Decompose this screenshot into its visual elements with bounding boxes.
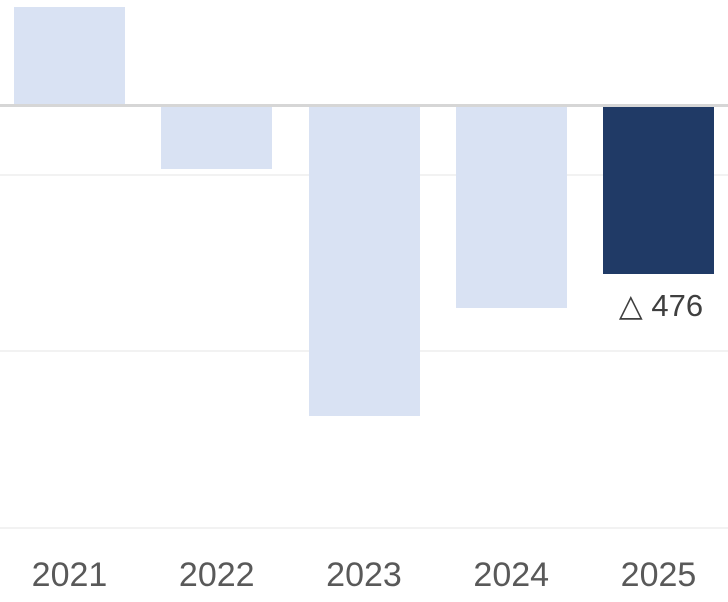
x-axis-label-2025: 2025 (620, 556, 697, 594)
bar-2025 (603, 105, 714, 274)
bar-2021 (14, 6, 125, 106)
x-axis-label-2021: 2021 (31, 556, 108, 594)
x-axis-label-2022: 2022 (178, 556, 255, 594)
x-axis-label-2023: 2023 (326, 556, 402, 594)
data-label-2025: △ 476 (618, 287, 704, 323)
gridline (0, 526, 728, 529)
bar-2024 (455, 105, 567, 309)
bar-2022 (161, 105, 273, 170)
x-axis-label-2024: 2024 (473, 556, 550, 594)
bar-2023 (308, 105, 420, 417)
zero-axis-line (0, 104, 728, 107)
